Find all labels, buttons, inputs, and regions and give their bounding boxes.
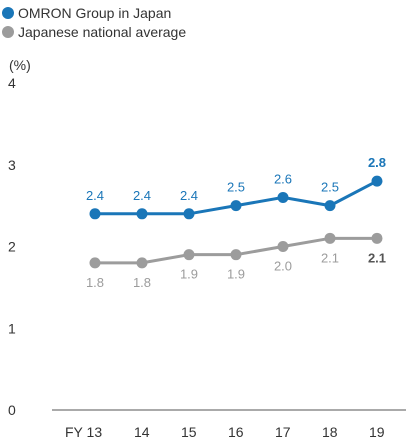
data-point bbox=[136, 257, 148, 269]
x-tick-label: 15 bbox=[181, 424, 197, 440]
data-label: 1.8 bbox=[86, 275, 104, 290]
y-axis-unit: (%) bbox=[9, 57, 31, 73]
x-tick-label: 17 bbox=[275, 424, 291, 440]
y-tick-label: 4 bbox=[8, 75, 16, 91]
y-tick-label: 2 bbox=[8, 239, 16, 255]
x-tick-label: 16 bbox=[228, 424, 244, 440]
data-point bbox=[230, 249, 242, 261]
data-label: 2.1 bbox=[321, 250, 339, 265]
data-point bbox=[324, 200, 336, 212]
data-label: 1.9 bbox=[227, 267, 245, 282]
legend-marker-omron bbox=[2, 6, 14, 19]
data-point bbox=[89, 208, 101, 220]
data-point bbox=[183, 249, 195, 261]
data-label: 2.4 bbox=[86, 188, 104, 203]
data-label: 2.1 bbox=[368, 250, 386, 265]
data-label: 2.4 bbox=[133, 188, 151, 203]
data-label: 2.5 bbox=[227, 180, 245, 195]
data-label: 2.8 bbox=[368, 155, 386, 170]
x-tick-label: FY 13 bbox=[65, 424, 102, 440]
data-point bbox=[371, 175, 383, 187]
x-tick-label: 14 bbox=[134, 424, 150, 440]
data-point bbox=[324, 232, 336, 244]
data-point bbox=[277, 241, 289, 252]
legend-item-omron: OMRON Group in Japan bbox=[2, 3, 186, 22]
data-point bbox=[89, 257, 101, 269]
legend-item-national: Japanese national average bbox=[2, 22, 186, 41]
data-label: 1.8 bbox=[133, 275, 151, 290]
legend-label-omron: OMRON Group in Japan bbox=[18, 4, 172, 21]
data-label: 1.9 bbox=[180, 267, 198, 282]
data-label: 2.6 bbox=[274, 171, 292, 186]
data-label: 2.4 bbox=[180, 188, 198, 203]
legend-marker-national bbox=[2, 25, 14, 38]
x-tick-label: 19 bbox=[369, 424, 385, 440]
y-tick-label: 3 bbox=[8, 157, 16, 173]
data-point bbox=[183, 208, 195, 220]
data-point bbox=[136, 208, 148, 220]
data-point bbox=[277, 191, 289, 203]
data-label: 2.0 bbox=[274, 259, 292, 274]
y-tick-label: 1 bbox=[8, 320, 16, 336]
x-tick-label: 18 bbox=[322, 424, 338, 440]
y-tick-label: 0 bbox=[8, 402, 16, 418]
chart-legend: OMRON Group in Japan Japanese national a… bbox=[2, 3, 186, 41]
data-label: 2.5 bbox=[321, 180, 339, 195]
legend-label-national: Japanese national average bbox=[18, 23, 187, 40]
data-point bbox=[230, 200, 242, 212]
data-point bbox=[371, 232, 383, 244]
